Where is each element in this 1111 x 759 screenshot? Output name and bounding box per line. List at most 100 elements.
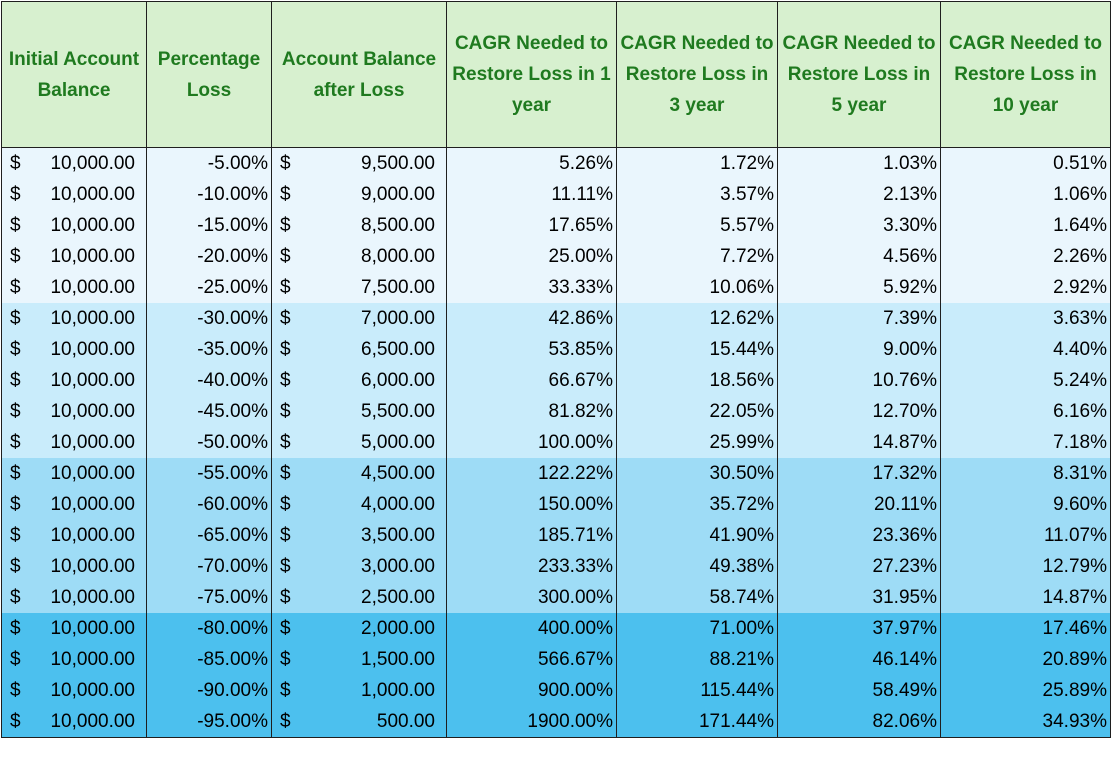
cell-initial-balance[interactable]: $10,000.00: [1, 582, 147, 613]
cell-balance-after-loss[interactable]: $6,000.00: [271, 365, 447, 396]
cell-balance-after-loss[interactable]: $2,000.00: [271, 613, 447, 644]
cell-balance-after-loss[interactable]: $9,500.00: [271, 147, 447, 179]
cell-cagr-10-year[interactable]: 34.93%: [940, 706, 1111, 738]
cell-percentage-loss[interactable]: -70.00%: [146, 551, 272, 582]
cell-cagr-3-year[interactable]: 5.57%: [616, 210, 778, 241]
cell-percentage-loss[interactable]: -60.00%: [146, 489, 272, 520]
cell-cagr-5-year[interactable]: 5.92%: [777, 272, 941, 303]
cell-cagr-3-year[interactable]: 171.44%: [616, 706, 778, 738]
cell-cagr-1-year[interactable]: 53.85%: [446, 334, 617, 365]
cell-cagr-1-year[interactable]: 150.00%: [446, 489, 617, 520]
cell-initial-balance[interactable]: $10,000.00: [1, 613, 147, 644]
header-cagr-10-year[interactable]: CAGR Needed to Restore Loss in 10 year: [940, 1, 1111, 148]
cell-cagr-3-year[interactable]: 1.72%: [616, 147, 778, 179]
header-cagr-5-year[interactable]: CAGR Needed to Restore Loss in 5 year: [777, 1, 941, 148]
cell-percentage-loss[interactable]: -20.00%: [146, 241, 272, 272]
cell-initial-balance[interactable]: $10,000.00: [1, 520, 147, 551]
cell-cagr-1-year[interactable]: 17.65%: [446, 210, 617, 241]
cell-cagr-3-year[interactable]: 30.50%: [616, 458, 778, 489]
cell-initial-balance[interactable]: $10,000.00: [1, 706, 147, 738]
cell-cagr-10-year[interactable]: 1.06%: [940, 179, 1111, 210]
cell-balance-after-loss[interactable]: $1,000.00: [271, 675, 447, 706]
cell-balance-after-loss[interactable]: $5,500.00: [271, 396, 447, 427]
cell-cagr-1-year[interactable]: 1900.00%: [446, 706, 617, 738]
cell-cagr-10-year[interactable]: 9.60%: [940, 489, 1111, 520]
cell-cagr-1-year[interactable]: 42.86%: [446, 303, 617, 334]
cell-cagr-10-year[interactable]: 2.92%: [940, 272, 1111, 303]
cell-initial-balance[interactable]: $10,000.00: [1, 147, 147, 179]
cell-cagr-1-year[interactable]: 100.00%: [446, 427, 617, 458]
cell-cagr-5-year[interactable]: 4.56%: [777, 241, 941, 272]
cell-balance-after-loss[interactable]: $4,000.00: [271, 489, 447, 520]
header-initial-balance[interactable]: Initial Account Balance: [1, 1, 147, 148]
cell-cagr-3-year[interactable]: 71.00%: [616, 613, 778, 644]
cell-balance-after-loss[interactable]: $5,000.00: [271, 427, 447, 458]
cell-balance-after-loss[interactable]: $7,000.00: [271, 303, 447, 334]
cell-balance-after-loss[interactable]: $3,000.00: [271, 551, 447, 582]
cell-cagr-1-year[interactable]: 233.33%: [446, 551, 617, 582]
cell-initial-balance[interactable]: $10,000.00: [1, 458, 147, 489]
cell-cagr-5-year[interactable]: 1.03%: [777, 147, 941, 179]
cell-cagr-1-year[interactable]: 400.00%: [446, 613, 617, 644]
cell-cagr-3-year[interactable]: 25.99%: [616, 427, 778, 458]
cell-percentage-loss[interactable]: -45.00%: [146, 396, 272, 427]
cell-initial-balance[interactable]: $10,000.00: [1, 303, 147, 334]
cell-cagr-1-year[interactable]: 5.26%: [446, 147, 617, 179]
cell-percentage-loss[interactable]: -15.00%: [146, 210, 272, 241]
cell-cagr-1-year[interactable]: 185.71%: [446, 520, 617, 551]
cell-percentage-loss[interactable]: -95.00%: [146, 706, 272, 738]
cell-initial-balance[interactable]: $10,000.00: [1, 675, 147, 706]
cell-cagr-5-year[interactable]: 23.36%: [777, 520, 941, 551]
cell-cagr-10-year[interactable]: 12.79%: [940, 551, 1111, 582]
cell-percentage-loss[interactable]: -35.00%: [146, 334, 272, 365]
cell-cagr-10-year[interactable]: 2.26%: [940, 241, 1111, 272]
cell-cagr-3-year[interactable]: 58.74%: [616, 582, 778, 613]
cell-balance-after-loss[interactable]: $4,500.00: [271, 458, 447, 489]
cell-cagr-5-year[interactable]: 37.97%: [777, 613, 941, 644]
cell-balance-after-loss[interactable]: $8,000.00: [271, 241, 447, 272]
cell-balance-after-loss[interactable]: $500.00: [271, 706, 447, 738]
cell-cagr-3-year[interactable]: 10.06%: [616, 272, 778, 303]
cell-cagr-3-year[interactable]: 3.57%: [616, 179, 778, 210]
cell-cagr-1-year[interactable]: 66.67%: [446, 365, 617, 396]
cell-percentage-loss[interactable]: -25.00%: [146, 272, 272, 303]
header-percentage-loss[interactable]: Percentage Loss: [146, 1, 272, 148]
cell-cagr-3-year[interactable]: 22.05%: [616, 396, 778, 427]
cell-percentage-loss[interactable]: -10.00%: [146, 179, 272, 210]
cell-cagr-3-year[interactable]: 18.56%: [616, 365, 778, 396]
cell-cagr-1-year[interactable]: 122.22%: [446, 458, 617, 489]
cell-cagr-1-year[interactable]: 900.00%: [446, 675, 617, 706]
cell-initial-balance[interactable]: $10,000.00: [1, 179, 147, 210]
cell-cagr-10-year[interactable]: 14.87%: [940, 582, 1111, 613]
cell-initial-balance[interactable]: $10,000.00: [1, 489, 147, 520]
cell-balance-after-loss[interactable]: $6,500.00: [271, 334, 447, 365]
cell-cagr-5-year[interactable]: 27.23%: [777, 551, 941, 582]
cell-cagr-3-year[interactable]: 49.38%: [616, 551, 778, 582]
cell-cagr-3-year[interactable]: 7.72%: [616, 241, 778, 272]
cell-percentage-loss[interactable]: -65.00%: [146, 520, 272, 551]
cell-cagr-5-year[interactable]: 2.13%: [777, 179, 941, 210]
cell-percentage-loss[interactable]: -40.00%: [146, 365, 272, 396]
cell-percentage-loss[interactable]: -55.00%: [146, 458, 272, 489]
cell-percentage-loss[interactable]: -30.00%: [146, 303, 272, 334]
cell-cagr-10-year[interactable]: 3.63%: [940, 303, 1111, 334]
cell-cagr-1-year[interactable]: 33.33%: [446, 272, 617, 303]
cell-percentage-loss[interactable]: -75.00%: [146, 582, 272, 613]
cell-initial-balance[interactable]: $10,000.00: [1, 210, 147, 241]
cell-cagr-5-year[interactable]: 9.00%: [777, 334, 941, 365]
cell-cagr-5-year[interactable]: 17.32%: [777, 458, 941, 489]
cell-percentage-loss[interactable]: -5.00%: [146, 147, 272, 179]
cell-cagr-3-year[interactable]: 115.44%: [616, 675, 778, 706]
cell-cagr-5-year[interactable]: 20.11%: [777, 489, 941, 520]
cell-initial-balance[interactable]: $10,000.00: [1, 272, 147, 303]
cell-cagr-10-year[interactable]: 8.31%: [940, 458, 1111, 489]
cell-cagr-1-year[interactable]: 25.00%: [446, 241, 617, 272]
cell-percentage-loss[interactable]: -85.00%: [146, 644, 272, 675]
cell-cagr-10-year[interactable]: 7.18%: [940, 427, 1111, 458]
header-cagr-3-year[interactable]: CAGR Needed to Restore Loss in 3 year: [616, 1, 778, 148]
cell-initial-balance[interactable]: $10,000.00: [1, 334, 147, 365]
cell-cagr-3-year[interactable]: 12.62%: [616, 303, 778, 334]
cell-cagr-10-year[interactable]: 6.16%: [940, 396, 1111, 427]
cell-percentage-loss[interactable]: -50.00%: [146, 427, 272, 458]
cell-cagr-1-year[interactable]: 11.11%: [446, 179, 617, 210]
